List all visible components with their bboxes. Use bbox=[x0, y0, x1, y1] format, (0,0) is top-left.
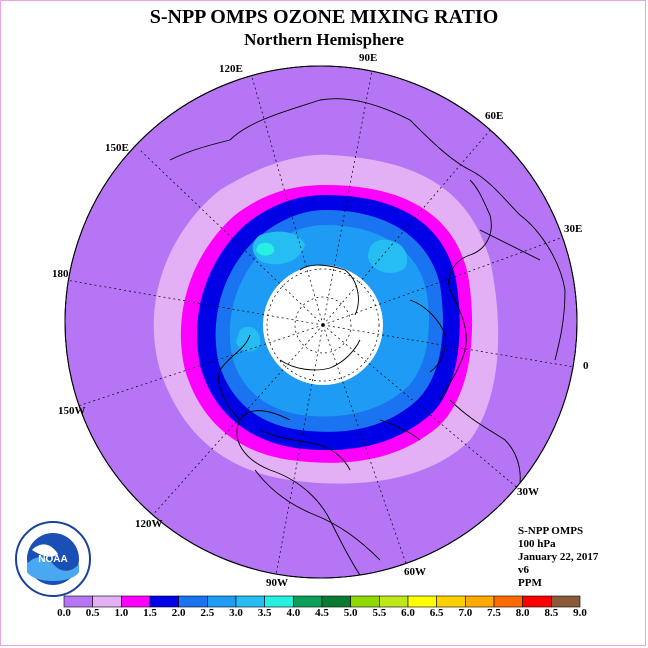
colorbar-tick-label: 2.0 bbox=[171, 607, 186, 619]
colorbar-segment bbox=[121, 595, 151, 608]
colorbar bbox=[63, 595, 581, 608]
lon-label-120e: 120E bbox=[219, 63, 243, 75]
colorbar-segment bbox=[436, 595, 466, 608]
colorbar-segment bbox=[407, 595, 437, 608]
colorbar-tick-label: 8.5 bbox=[544, 607, 559, 619]
colorbar-segment bbox=[149, 595, 179, 608]
colorbar-tick-label: 6.5 bbox=[429, 607, 444, 619]
colorbar-tick-label: 2.5 bbox=[200, 607, 215, 619]
lon-label-30e: 30E bbox=[564, 223, 583, 235]
lon-label-120w: 120W bbox=[135, 518, 163, 530]
colorbar-segment bbox=[522, 595, 552, 608]
lon-label-180: 180 bbox=[52, 268, 69, 280]
colorbar-tick-label: 4.0 bbox=[286, 607, 301, 619]
colorbar-tick-label: 7.5 bbox=[487, 607, 501, 619]
lon-label-90w: 90W bbox=[266, 577, 288, 589]
colorbar-tick-label: 0.5 bbox=[85, 607, 100, 619]
band-3.5 bbox=[256, 242, 275, 256]
colorbar-ticks: 0.0 0.5 1.0 1.5 2.0 2.5 3.0 3.5 4.0 4.5 5.0 5.5 6.0 6… bbox=[0, 607, 648, 621]
colorbar-tick-label: 1.0 bbox=[114, 607, 129, 619]
colorbar-segment bbox=[350, 595, 380, 608]
colorbar-segment bbox=[321, 595, 351, 608]
meridians bbox=[65, 66, 577, 578]
colorbar-segment bbox=[92, 595, 122, 608]
latitude-circles bbox=[266, 268, 380, 382]
colorbar-segment bbox=[293, 595, 323, 608]
map-title: S-NPP OMPS OZONE MIXING RATIO bbox=[149, 6, 499, 28]
colorbar-segment bbox=[178, 595, 208, 608]
colorbar-segment bbox=[493, 595, 523, 608]
lon-label-60e: 60E bbox=[485, 110, 504, 122]
version-label: v6 bbox=[518, 564, 529, 576]
info-block: S-NPP OMPS 100 hPa January 22, 2017 v6 P… bbox=[518, 525, 598, 590]
colorbar-tick-label: 3.5 bbox=[257, 607, 272, 619]
date-label: January 22, 2017 bbox=[518, 551, 599, 563]
colorbar-tick-label: 5.5 bbox=[372, 607, 387, 619]
colorbar-tick-label: 9.0 bbox=[573, 607, 587, 619]
units-label: PPM bbox=[518, 577, 542, 589]
colorbar-segment bbox=[465, 595, 495, 608]
lon-label-150w: 150W bbox=[58, 405, 86, 417]
lon-label-60w: 60W bbox=[404, 566, 426, 578]
colorbar-tick-label: 3.0 bbox=[229, 607, 243, 619]
instrument-label: S-NPP OMPS bbox=[518, 525, 584, 537]
colorbar-segment bbox=[235, 595, 265, 608]
colorbar-segment bbox=[207, 595, 237, 608]
lon-label-150e: 150E bbox=[105, 142, 129, 154]
lon-label-30w: 30W bbox=[517, 486, 539, 498]
colorbar-tick-label: 7.0 bbox=[458, 607, 473, 619]
noaa-logo: NOAA bbox=[15, 521, 91, 597]
logo-text: NOAA bbox=[38, 554, 67, 565]
colorbar-tick-label: 5.0 bbox=[343, 607, 358, 619]
colorbar-segment bbox=[264, 595, 294, 608]
lon-label-90e: 90E bbox=[359, 52, 378, 64]
colorbar-segment bbox=[379, 595, 409, 608]
band-3.0 bbox=[236, 231, 408, 352]
colorbar-tick-label: 6.0 bbox=[401, 607, 415, 619]
coastlines bbox=[169, 98, 566, 576]
pressure-level: 100 hPa bbox=[518, 538, 556, 550]
colorbar-tick-label: 4.5 bbox=[315, 607, 329, 619]
map-subtitle: Northern Hemisphere bbox=[244, 30, 404, 49]
colorbar-tick-label: 1.5 bbox=[143, 607, 157, 619]
lon-label-0: 0 bbox=[583, 360, 589, 372]
colorbar-tick-label: 0.0 bbox=[57, 607, 71, 619]
colorbar-tick-label: 8.0 bbox=[515, 607, 530, 619]
colorbar-segment bbox=[551, 595, 581, 608]
